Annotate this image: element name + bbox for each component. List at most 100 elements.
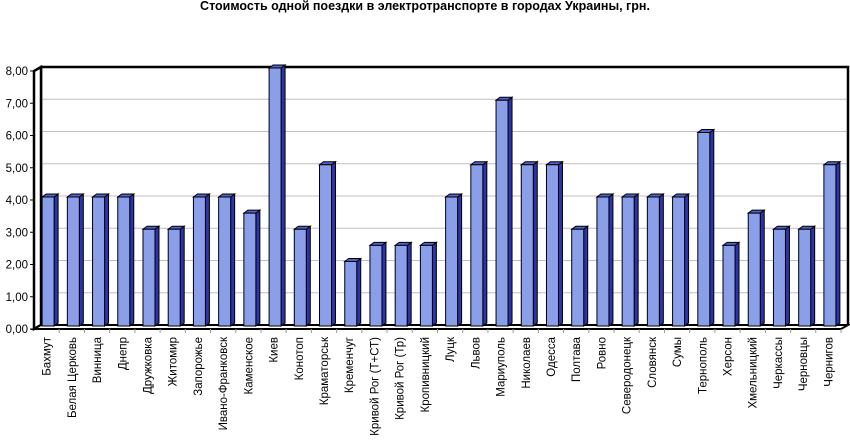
bar-side — [280, 64, 286, 327]
bar-side — [734, 241, 740, 327]
bar-side — [684, 193, 690, 327]
y-tick-label: 7,00 — [6, 98, 28, 110]
x-tick-label: Краматорськ — [319, 336, 331, 405]
bar — [747, 212, 761, 327]
x-tick-label: Словянск — [647, 336, 659, 388]
x-tick-label: Хмельницкий — [748, 337, 760, 409]
bar — [722, 244, 736, 327]
x-tick-label: Северодонецк — [622, 336, 634, 414]
x-tick-label: Запорожье — [193, 337, 205, 396]
x-tick-label: Мариуполь — [496, 337, 508, 397]
bar — [344, 261, 358, 327]
bar-side — [557, 160, 563, 327]
bar-side — [759, 209, 765, 327]
bar-side — [129, 193, 135, 327]
bar — [243, 212, 257, 327]
bar-side — [255, 209, 261, 327]
bar — [167, 228, 181, 327]
x-tick-label: Кривой Рог (Т+СТ) — [369, 337, 381, 436]
x-tick-label: Дружковка — [142, 336, 154, 394]
x-tick-label: Бахмут — [42, 336, 54, 375]
bar-side — [406, 241, 412, 327]
x-tick-label: Полтава — [571, 336, 583, 382]
bar — [369, 244, 383, 327]
x-tick-label: Ивано-Франковск — [218, 336, 230, 430]
chart-title: Стоимость одной поездки в электротранспо… — [200, 0, 650, 13]
y-tick-label: 8,00 — [6, 66, 28, 78]
bar-side — [78, 193, 84, 327]
bar-side — [810, 225, 816, 327]
x-tick-label: Кривой Рог (Тр) — [395, 337, 407, 420]
bar — [41, 196, 55, 327]
bar — [92, 196, 106, 327]
bar — [772, 228, 786, 327]
x-tick-label: Винница — [92, 336, 104, 383]
bar-side — [204, 193, 210, 327]
x-tick-label: Черновцы — [798, 337, 810, 391]
x-tick-label: Кропивницкий — [420, 337, 432, 413]
bar — [319, 164, 333, 327]
x-tick-label: Львов — [470, 337, 482, 369]
bar — [520, 164, 534, 327]
bar — [571, 228, 585, 327]
bar — [646, 196, 660, 327]
bar — [545, 164, 559, 327]
bar-side — [381, 241, 387, 327]
bar-side — [658, 193, 664, 327]
x-tick-label: Киев — [269, 337, 281, 363]
bar-side — [633, 193, 639, 327]
x-tick-label: Одесса — [546, 336, 558, 376]
bar-side — [709, 128, 715, 327]
bar-side — [331, 160, 337, 327]
y-tick-label: 0,00 — [6, 324, 28, 336]
bar — [218, 196, 232, 327]
bar — [495, 99, 509, 327]
x-tick-label: Ровно — [596, 337, 608, 369]
x-tick-label: Чернигов — [823, 337, 835, 387]
bar-side — [104, 193, 110, 327]
x-tick-label: Каменское — [243, 337, 255, 394]
bar — [672, 196, 686, 327]
bar — [293, 228, 307, 327]
y-tick-label: 2,00 — [6, 260, 28, 272]
bar-side — [53, 193, 59, 327]
bar — [823, 164, 837, 327]
bar — [192, 196, 206, 327]
bar — [621, 196, 635, 327]
bar — [798, 228, 812, 327]
x-tick-label: Белая Церковь — [67, 337, 79, 418]
x-tick-label: Тернополь — [697, 337, 709, 394]
x-tick-label: Херсон — [723, 337, 735, 376]
bar — [445, 196, 459, 327]
bar-side — [784, 225, 790, 327]
y-tick-label: 5,00 — [6, 163, 28, 175]
x-tick-label: Конотоп — [294, 337, 306, 380]
x-tick-label: Николаев — [521, 337, 533, 389]
bar — [470, 164, 484, 327]
bar — [419, 244, 433, 327]
bar — [66, 196, 80, 327]
bar — [697, 132, 711, 327]
bar-side — [583, 225, 589, 327]
y-tick-label: 6,00 — [6, 131, 28, 143]
x-tick-label: Черкассы — [773, 337, 785, 389]
floor — [30, 324, 850, 330]
y-tick-label: 1,00 — [6, 292, 28, 304]
x-tick-label: Сумы — [672, 337, 684, 367]
x-tick-label: Луцк — [445, 336, 457, 362]
bar-side — [482, 160, 488, 327]
bar — [268, 67, 282, 327]
bar-side — [507, 96, 513, 327]
left-wall — [32, 64, 43, 332]
bar-side — [356, 257, 362, 327]
bar-side — [532, 160, 538, 327]
bar-side — [608, 193, 614, 327]
x-tick-label: Кременчуг — [344, 337, 356, 393]
bar-side — [154, 225, 160, 327]
bar-side — [431, 241, 437, 327]
bar-side — [835, 160, 841, 327]
bar — [394, 244, 408, 327]
y-tick-label: 4,00 — [6, 195, 28, 207]
